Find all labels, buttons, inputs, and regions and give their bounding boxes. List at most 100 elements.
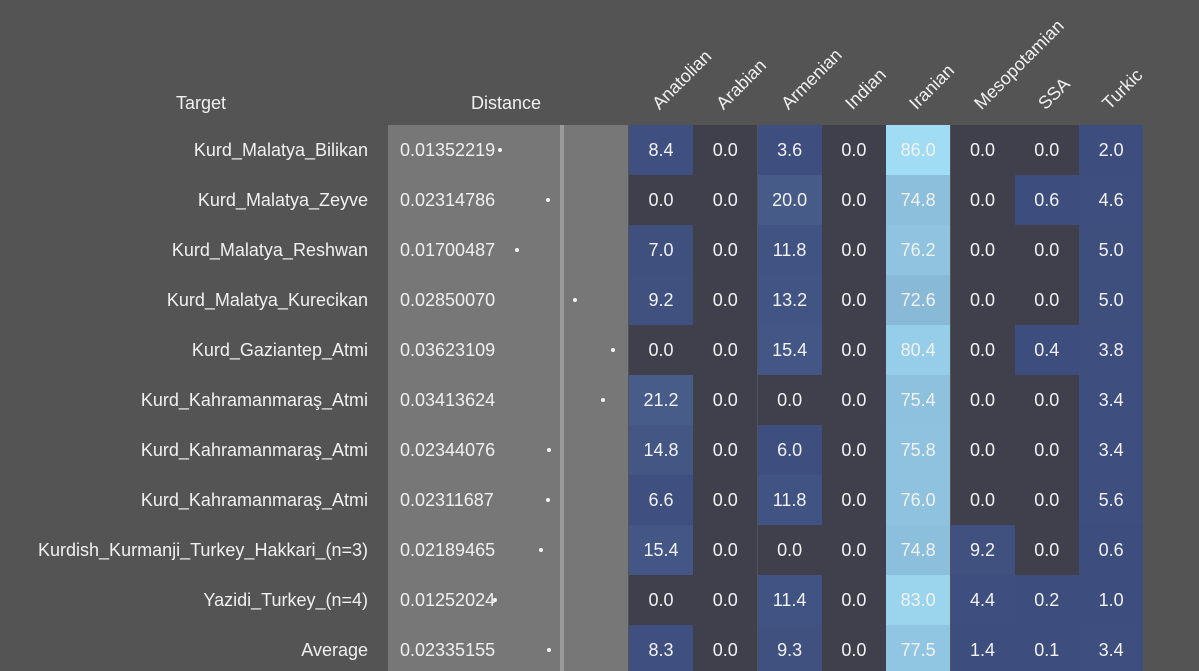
cell-armenian: 0.0 (757, 375, 822, 425)
cell-anatolian: 0.0 (629, 175, 693, 225)
cell-armenian: 3.6 (757, 125, 822, 175)
row-target-label: Kurd_Malatya_Bilikan (193, 140, 368, 160)
cell-armenian: 20.0 (757, 175, 822, 225)
cell-mesopotamian: 0.0 (950, 125, 1015, 175)
cell-anatolian: 7.0 (629, 225, 693, 275)
cell-arabian: 0.0 (693, 125, 758, 175)
cell-ssa: 0.0 (1014, 375, 1079, 425)
cell-anatolian: 21.2 (629, 375, 693, 425)
cell-turkic: 1.0 (1079, 575, 1144, 625)
cell-indian: 0.0 (821, 475, 886, 525)
cell-arabian: 0.0 (693, 475, 758, 525)
row-distance-value: 0.02314786 (400, 190, 496, 210)
column-header-turkic: Turkic (1098, 64, 1147, 114)
cell-mesopotamian: 9.2 (950, 525, 1015, 575)
table-row: Kurd_Malatya_Zeyve 0.02314786 0.0 0.0 20.0 0.… (0, 175, 1199, 225)
cell-iranian: 77.5 (886, 625, 951, 671)
cell-turkic: 4.6 (1079, 175, 1144, 225)
cell-iranian: 76.2 (886, 225, 951, 275)
row-target-label: Kurd_Kahramanmaraş_Atmi (140, 440, 368, 460)
cell-anatolian: 14.8 (629, 425, 693, 475)
row-target-label: Kurdish_Kurmanji_Turkey_Hakkari_(n=3) (38, 540, 368, 560)
distance-dot-marker (572, 298, 577, 302)
cell-ssa: 0.0 (1014, 475, 1079, 525)
row-distance-value: 0.03623109 (400, 340, 496, 360)
cell-indian: 0.0 (821, 575, 886, 625)
cell-ssa: 0.0 (1014, 225, 1079, 275)
cell-ssa: 0.6 (1014, 175, 1079, 225)
cell-arabian: 0.0 (693, 425, 758, 475)
cell-ssa: 0.0 (1014, 525, 1079, 575)
cell-armenian: 11.4 (757, 575, 822, 625)
cell-arabian: 0.0 (693, 225, 758, 275)
cell-ssa: 0.2 (1014, 575, 1079, 625)
cell-indian: 0.0 (821, 175, 886, 225)
cell-turkic: 2.0 (1079, 125, 1144, 175)
row-target-label: Kurd_Kahramanmaraş_Atmi (140, 490, 368, 510)
cell-iranian: 74.8 (886, 525, 951, 575)
distance-dot-marker (600, 398, 605, 402)
cell-ssa: 0.4 (1014, 325, 1079, 375)
row-target-label: Kurd_Malatya_Kurecikan (166, 290, 368, 310)
distance-dot-marker (497, 148, 502, 152)
row-target-label: Kurd_Kahramanmaraş_Atmi (140, 390, 368, 410)
cell-ssa: 0.0 (1014, 125, 1079, 175)
cell-anatolian: 6.6 (629, 475, 693, 525)
cell-indian: 0.0 (821, 225, 886, 275)
table-row: Kurd_Gaziantep_Atmi 0.03623109 0.0 0.0 15.4 0… (0, 325, 1199, 375)
distance-dot-marker (611, 348, 616, 352)
row-target-label: Kurd_Malatya_Zeyve (197, 190, 368, 210)
cell-iranian: 80.4 (886, 325, 951, 375)
cell-ssa: 0.0 (1014, 275, 1079, 325)
distance-dot-marker (545, 498, 550, 502)
cell-indian: 0.0 (821, 125, 886, 175)
table-row: Yazidi_Turkey_(n=4) 0.01252024 0.0 0.0 11.4 0… (0, 575, 1199, 625)
cell-indian: 0.0 (821, 425, 886, 475)
row-target-label: Kurd_Gaziantep_Atmi (191, 340, 368, 360)
row-distance-value: 0.03413624 (400, 390, 496, 410)
cell-mesopotamian: 0.0 (950, 325, 1015, 375)
table-row: Kurdish_Kurmanji_Turkey_Hakkari_(n=3) 0.0… (0, 525, 1199, 575)
row-target-label: Average (301, 640, 368, 660)
cell-indian: 0.0 (821, 625, 886, 671)
cell-armenian: 11.8 (757, 475, 822, 525)
distance-dot-marker (515, 248, 520, 252)
distance-axis-line (560, 125, 564, 671)
cell-arabian: 0.0 (693, 375, 758, 425)
table-row: Kurd_Malatya_Bilikan 0.01352219 8.4 0.0 3.6 0… (0, 125, 1199, 175)
row-distance-value: 0.02344076 (400, 440, 496, 460)
distance-dot-marker (539, 548, 544, 552)
cell-anatolian: 9.2 (629, 275, 693, 325)
cell-turkic: 3.4 (1079, 425, 1144, 475)
cell-turkic: 5.0 (1079, 225, 1144, 275)
target-column-header: Target (176, 93, 227, 113)
table-row: Kurd_Malatya_Reshwan 0.01700487 7.0 0.0 11.8… (0, 225, 1199, 275)
cell-turkic: 5.0 (1079, 275, 1144, 325)
column-header-indian: Indian (841, 64, 890, 114)
column-header-armenian: Armenian (776, 44, 846, 114)
cell-arabian: 0.0 (693, 625, 758, 671)
cell-iranian: 83.0 (886, 575, 951, 625)
cell-arabian: 0.0 (693, 325, 758, 375)
cell-turkic: 3.8 (1079, 325, 1144, 375)
distance-panel (388, 125, 628, 671)
cell-indian: 0.0 (821, 325, 886, 375)
cell-mesopotamian: 0.0 (950, 425, 1015, 475)
table-row: Kurd_Kahramanmaraş_Atmi 0.03413624 21.2 0.0… (0, 375, 1199, 425)
column-header-ssa: SSA (1033, 73, 1074, 114)
table-row: Kurd_Kahramanmaraş_Atmi 0.02344076 14.8 0.0… (0, 425, 1199, 475)
row-target-label: Yazidi_Turkey_(n=4) (203, 590, 368, 610)
distance-dot-marker (547, 448, 552, 452)
table-row: Kurd_Malatya_Kurecikan 0.02850070 9.2 0.0 13… (0, 275, 1199, 325)
cell-armenian: 0.0 (757, 525, 822, 575)
table-row: Average 0.02335155 8.3 0.0 9.3 0.0 77.5 1.4 0.1 3… (0, 625, 1199, 671)
cell-iranian: 76.0 (886, 475, 951, 525)
cell-ssa: 0.0 (1014, 425, 1079, 475)
row-distance-value: 0.02850070 (400, 290, 496, 310)
cell-indian: 0.0 (821, 525, 886, 575)
table-row: Kurd_Kahramanmaraş_Atmi 0.02311687 6.6 0.0 1… (0, 475, 1199, 525)
cell-iranian: 75.4 (886, 375, 951, 425)
cell-mesopotamian: 0.0 (950, 175, 1015, 225)
cell-iranian: 74.8 (886, 175, 951, 225)
